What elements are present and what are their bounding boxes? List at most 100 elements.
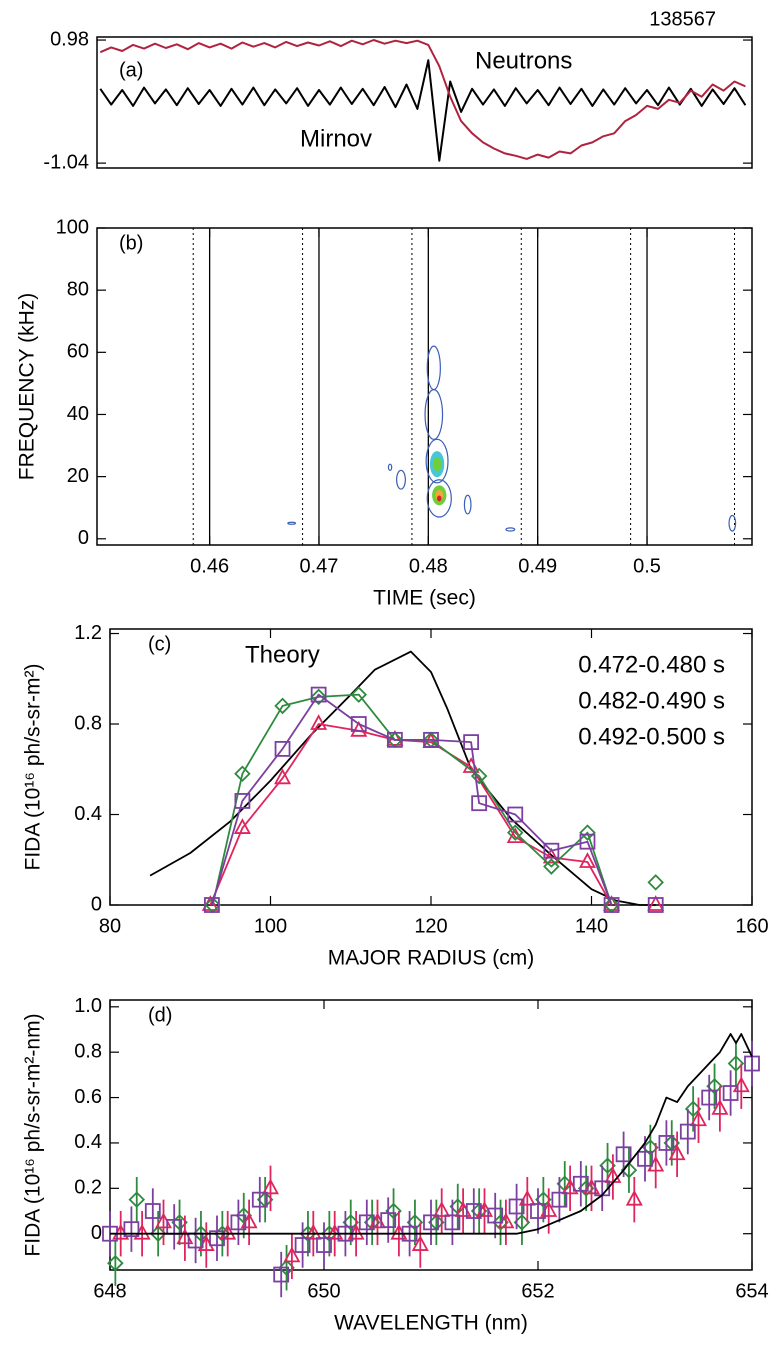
marker	[230, 1214, 247, 1231]
marker	[433, 1201, 451, 1217]
x-tick-label: 0.47	[300, 555, 339, 577]
y-tick-label: 1.0	[74, 995, 102, 1017]
marker	[444, 1214, 461, 1231]
marker	[123, 1221, 140, 1238]
contour	[437, 495, 442, 502]
marker	[722, 1085, 739, 1101]
series-line	[110, 1033, 753, 1235]
series-label: Mirnov	[300, 125, 372, 152]
contour	[505, 527, 516, 532]
marker	[668, 1144, 686, 1161]
marker	[572, 1175, 589, 1192]
y-axis-title: FIDA (10¹⁶ ph/s-sr-m²)	[22, 664, 45, 871]
marker	[386, 729, 404, 746]
y-axis-title: FIDA (10¹⁶ ph/s-sr-m²-nm)	[22, 1013, 45, 1256]
contour	[424, 389, 444, 440]
marker	[251, 1191, 268, 1208]
y-tick-label: 20	[67, 465, 89, 487]
marker	[543, 858, 560, 875]
contour	[396, 469, 406, 490]
panel-label: (c)	[148, 633, 171, 655]
series-label: Neutrons	[475, 47, 572, 74]
y-tick-label: 0	[91, 1222, 102, 1244]
marker	[234, 765, 251, 783]
marker	[209, 1230, 225, 1247]
marker	[615, 1146, 632, 1163]
marker	[107, 1254, 124, 1272]
marker	[423, 731, 439, 748]
y-tick-label: 0.8	[74, 1040, 102, 1062]
marker	[625, 1189, 643, 1206]
x-tick-label: 100	[254, 915, 287, 937]
marker	[423, 1214, 439, 1231]
marker	[204, 897, 220, 913]
marker	[518, 1189, 536, 1206]
marker	[647, 897, 664, 913]
x-axis-title: TIME (sec)	[373, 587, 476, 610]
shot-number: 138567	[649, 8, 716, 30]
marker	[261, 1178, 280, 1195]
marker	[274, 741, 291, 757]
marker	[283, 1246, 301, 1263]
marker	[411, 1235, 429, 1251]
marker	[304, 1223, 322, 1240]
plot-frame	[109, 999, 753, 1271]
contour	[463, 494, 472, 515]
marker	[711, 1099, 729, 1115]
y-tick-label: 100	[56, 216, 89, 238]
marker	[273, 1266, 290, 1283]
x-tick-label: 160	[735, 915, 768, 937]
marker	[463, 734, 480, 751]
marker	[316, 1237, 332, 1253]
marker	[386, 731, 403, 748]
contour	[426, 345, 441, 391]
marker	[506, 824, 524, 841]
plot-frame	[96, 227, 753, 546]
marker	[471, 795, 488, 812]
marker	[701, 1089, 718, 1106]
marker	[508, 1198, 525, 1215]
marker	[543, 842, 560, 859]
plot-frame	[96, 36, 753, 169]
marker	[350, 716, 367, 732]
contour	[426, 479, 452, 518]
marker	[487, 1207, 504, 1224]
marker	[579, 824, 596, 841]
marker	[732, 1076, 750, 1093]
marker	[579, 833, 596, 850]
y-tick-label: 80	[67, 278, 89, 300]
x-tick-label: 140	[575, 915, 608, 937]
marker	[530, 1203, 546, 1219]
y-tick-label: 0.6	[74, 1086, 102, 1108]
marker	[578, 852, 596, 868]
x-tick-label: 0.49	[518, 555, 557, 577]
y-tick-label: 0.2	[74, 1177, 102, 1199]
x-tick-label: 650	[307, 1280, 340, 1302]
marker	[689, 1110, 708, 1127]
marker	[294, 1237, 311, 1253]
y-tick-label: 60	[67, 341, 89, 363]
marker	[310, 688, 327, 706]
panel-label: (d)	[148, 1004, 172, 1026]
y-tick-label: 0.4	[74, 803, 102, 825]
series-line	[149, 650, 656, 906]
marker	[358, 1214, 375, 1231]
y-tick-label: 0.98	[50, 28, 89, 50]
panel-label: (b)	[119, 232, 143, 254]
marker	[274, 697, 291, 715]
marker	[310, 686, 327, 703]
contour	[287, 521, 297, 525]
x-tick-label: 120	[414, 915, 447, 937]
marker	[234, 793, 251, 809]
x-tick-label: 652	[521, 1280, 554, 1302]
marker	[603, 897, 620, 913]
marker	[380, 1212, 397, 1228]
x-tick-label: 654	[735, 1280, 768, 1302]
x-tick-label: 0.46	[190, 555, 229, 577]
y-tick-label: 0	[78, 527, 89, 549]
marker	[679, 1123, 696, 1140]
series-label: 0.472-0.480 s	[578, 651, 725, 678]
contour	[432, 457, 442, 472]
series-line	[210, 724, 655, 905]
